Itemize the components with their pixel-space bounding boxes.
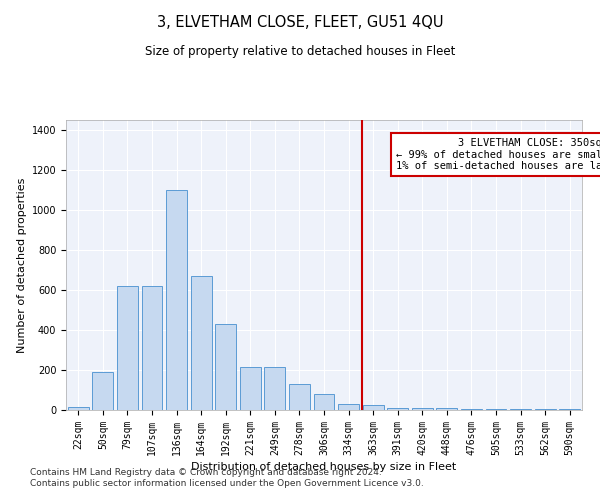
Bar	[240, 367, 261, 410]
Text: 3, ELVETHAM CLOSE, FLEET, GU51 4QU: 3, ELVETHAM CLOSE, FLEET, GU51 4QU	[157, 15, 443, 30]
Bar	[436, 408, 457, 410]
Bar	[191, 276, 212, 410]
Bar	[338, 404, 359, 410]
Bar	[92, 372, 113, 410]
Bar	[559, 409, 580, 410]
Bar	[412, 408, 433, 410]
Bar	[485, 409, 506, 410]
Bar	[387, 408, 408, 410]
Bar	[510, 409, 531, 410]
Bar	[142, 286, 163, 410]
Bar	[265, 367, 286, 410]
Bar	[362, 405, 383, 410]
Bar	[117, 286, 138, 410]
Y-axis label: Number of detached properties: Number of detached properties	[17, 178, 28, 352]
X-axis label: Distribution of detached houses by size in Fleet: Distribution of detached houses by size …	[191, 462, 457, 472]
Bar	[314, 394, 334, 410]
Bar	[461, 409, 482, 410]
Bar	[289, 384, 310, 410]
Bar	[68, 407, 89, 410]
Text: Contains HM Land Registry data © Crown copyright and database right 2024.
Contai: Contains HM Land Registry data © Crown c…	[30, 468, 424, 487]
Text: Size of property relative to detached houses in Fleet: Size of property relative to detached ho…	[145, 45, 455, 58]
Text: 3 ELVETHAM CLOSE: 350sqm
← 99% of detached houses are smaller (3,466)
1% of semi: 3 ELVETHAM CLOSE: 350sqm ← 99% of detach…	[396, 138, 600, 171]
Bar	[535, 409, 556, 410]
Bar	[166, 190, 187, 410]
Bar	[215, 324, 236, 410]
